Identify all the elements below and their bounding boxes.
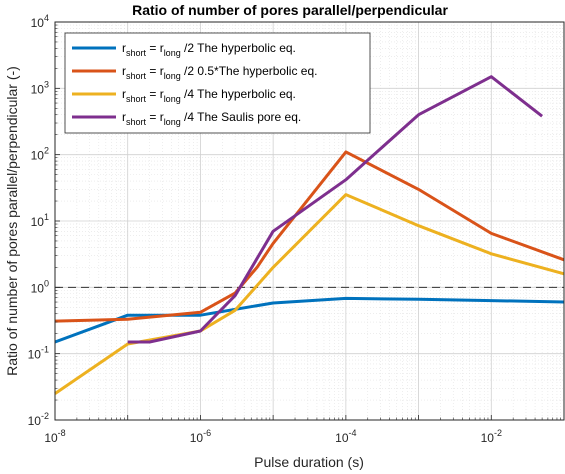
x-axis-label: Pulse duration (s) [254,454,364,470]
series-layer [54,75,565,395]
legend-label-4: rshort = rlong /4 The Saulis pore eq. [122,110,301,127]
y-tick-label: 10-1 [28,345,49,362]
legend: rshort = rlong /2 The hyperbolic eq. rsho… [64,32,371,134]
y-tick-label: 104 [31,13,49,30]
y-tick-label: 10-2 [28,411,49,428]
ticks-layer [54,21,565,421]
y-axis-label: Ratio of number of pores parallel/perpen… [4,66,20,376]
x-tick-label: 10-2 [481,428,502,445]
series-line-3 [54,193,565,395]
y-tick-label: 102 [31,146,49,163]
x-tick-label: 10-4 [335,428,356,445]
legend-label-2: rshort = rlong /2 0.5*The hyperbolic eq. [122,64,317,81]
x-tick-label: 10-6 [190,428,211,445]
legend-label-3: rshort = rlong /4 The hyperbolic eq. [122,87,296,104]
y-tick-label: 103 [31,79,49,96]
x-tick-label: 10-8 [44,428,65,445]
y-tick-labels: 10-2 10-1 100 101 102 103 104 [28,13,49,428]
legend-label-1: rshort = rlong /2 The hyperbolic eq. [122,41,296,58]
series-line-2 [54,150,565,323]
series-line-1 [54,296,565,344]
series-line-4 [127,75,544,344]
chart-title: Ratio of number of pores parallel/perpen… [132,2,448,18]
y-tick-label: 100 [31,278,49,295]
y-tick-label: 101 [31,212,49,229]
x-tick-labels: 10-8 10-6 10-4 10-2 [44,428,502,445]
